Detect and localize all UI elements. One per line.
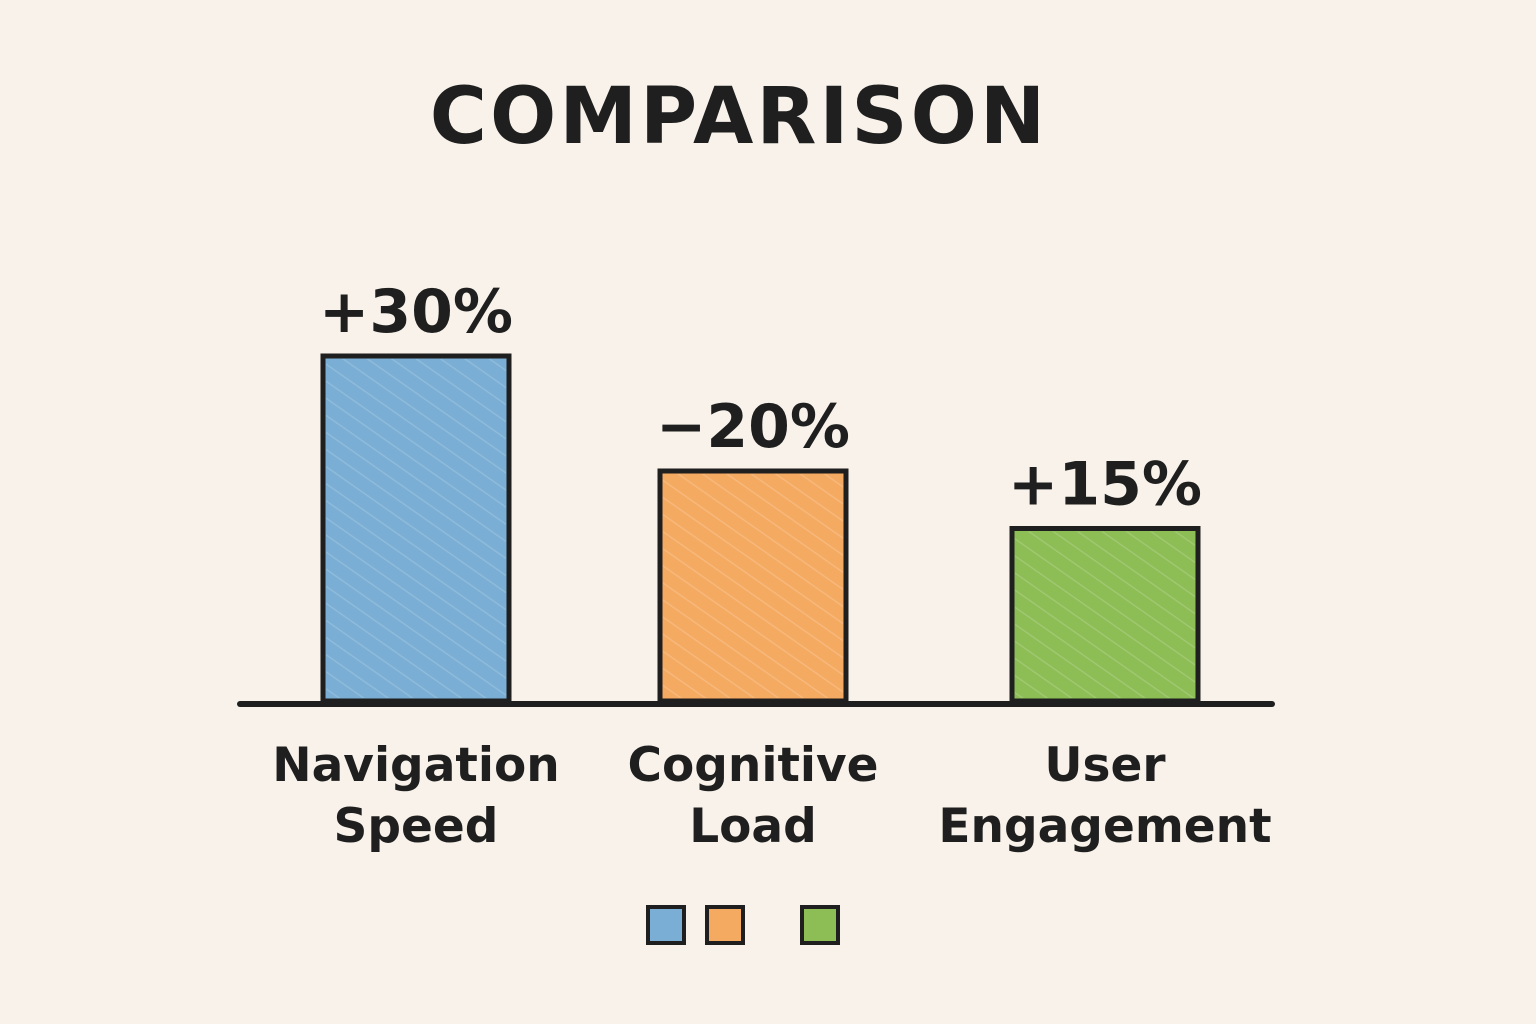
bars-group xyxy=(320,353,1201,704)
chart-title: COMPARISON xyxy=(429,72,1049,162)
bar-texture-1 xyxy=(326,359,506,698)
legend-swatch-1 xyxy=(646,905,686,945)
labels-group: +30% Navigation Speed −20% Cognitive Load +15%… xyxy=(272,277,1271,854)
data-label-2: −20% xyxy=(656,392,850,462)
category-label-1: Navigation Speed xyxy=(272,738,560,854)
category-label-3: User Engagement xyxy=(938,738,1271,854)
bar-texture-3 xyxy=(1015,531,1195,698)
legend xyxy=(646,905,840,945)
data-label-1: +30% xyxy=(319,277,513,347)
data-label-3: +15% xyxy=(1008,450,1202,520)
legend-swatch-2 xyxy=(705,905,745,945)
category-label-2: Cognitive Load xyxy=(627,738,878,854)
bar-texture-2 xyxy=(663,474,843,698)
legend-swatch-3 xyxy=(800,905,840,945)
